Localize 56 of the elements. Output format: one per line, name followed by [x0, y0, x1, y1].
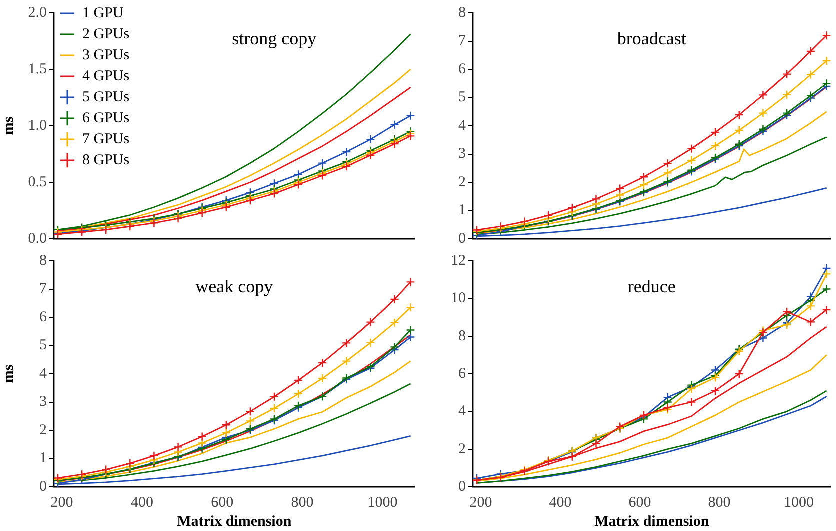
x-tick-label: 400 [130, 494, 154, 511]
y-tick-label: 7 [458, 33, 466, 50]
x-tick-label: 800 [708, 494, 731, 511]
x-axis-title: Matrix dimension [594, 514, 710, 530]
y-tick-label: 3 [458, 146, 466, 162]
text: strong copy [232, 28, 317, 49]
text: broadcast [617, 28, 686, 49]
y-tick-label: 6 [40, 309, 48, 326]
y-tick-label: 5 [458, 90, 466, 106]
legend-label: 6 GPUs [82, 110, 130, 126]
y-tick-label: 0 [458, 230, 466, 247]
x-tick-label: 200 [470, 494, 492, 511]
y-tick-label: 10 [451, 290, 466, 307]
y-tick-label: 2.0 [28, 4, 47, 21]
x-axis-title: Matrix dimension [177, 514, 292, 530]
legend-label: 2 GPUs [82, 26, 130, 42]
legend-label: 5 GPUs [82, 89, 130, 106]
legend-label: 7 GPUs [82, 131, 130, 148]
y-tick-label: 5 [40, 338, 47, 354]
legend-label: 3 GPUs [82, 47, 130, 64]
y-tick-label: 0 [458, 478, 466, 495]
y-tick-label: 4 [458, 404, 466, 420]
y-tick-label: 2 [458, 174, 466, 190]
y-tick-label: 4 [40, 366, 48, 382]
x-tick-label: 400 [549, 494, 572, 511]
y-tick-label: 1 [458, 202, 466, 219]
legend-label: 8 GPUs [82, 152, 130, 168]
y-tick-label: 8 [458, 4, 466, 21]
x-tick-label: 800 [291, 494, 314, 511]
y-tick-label: 6 [458, 366, 466, 382]
y-tick-label: 1.0 [28, 118, 47, 134]
x-tick-label: 1000 [784, 494, 814, 511]
legend-label: 1 GPU [82, 5, 124, 22]
y-tick-label: 1.5 [28, 61, 47, 78]
x-tick-label: 600 [211, 494, 234, 511]
y-tick-label: 1 [40, 450, 47, 467]
x-tick-label: 200 [50, 494, 74, 511]
text: reduce [628, 276, 676, 297]
y-tick-label: 2 [458, 441, 466, 458]
y-tick-label: 3 [40, 394, 47, 410]
text: weak copy [196, 276, 274, 297]
y-tick-label: 0.0 [28, 230, 47, 247]
y-tick-label: 0 [40, 478, 47, 495]
y-tick-label: 0.5 [28, 174, 47, 190]
y-tick-label: 6 [458, 61, 466, 78]
y-axis-title: ms [0, 364, 17, 384]
x-tick-label: 1000 [368, 494, 398, 511]
y-tick-label: 8 [40, 252, 47, 269]
legend-label: 4 GPUs [82, 68, 130, 84]
y-tick-label: 2 [40, 422, 47, 438]
y-tick-label: 4 [458, 118, 466, 134]
x-tick-label: 600 [628, 494, 652, 511]
y-tick-label: 7 [40, 281, 48, 298]
y-tick-label: 8 [458, 328, 466, 344]
y-axis-title: ms [0, 116, 17, 136]
y-tick-label: 12 [451, 252, 466, 269]
